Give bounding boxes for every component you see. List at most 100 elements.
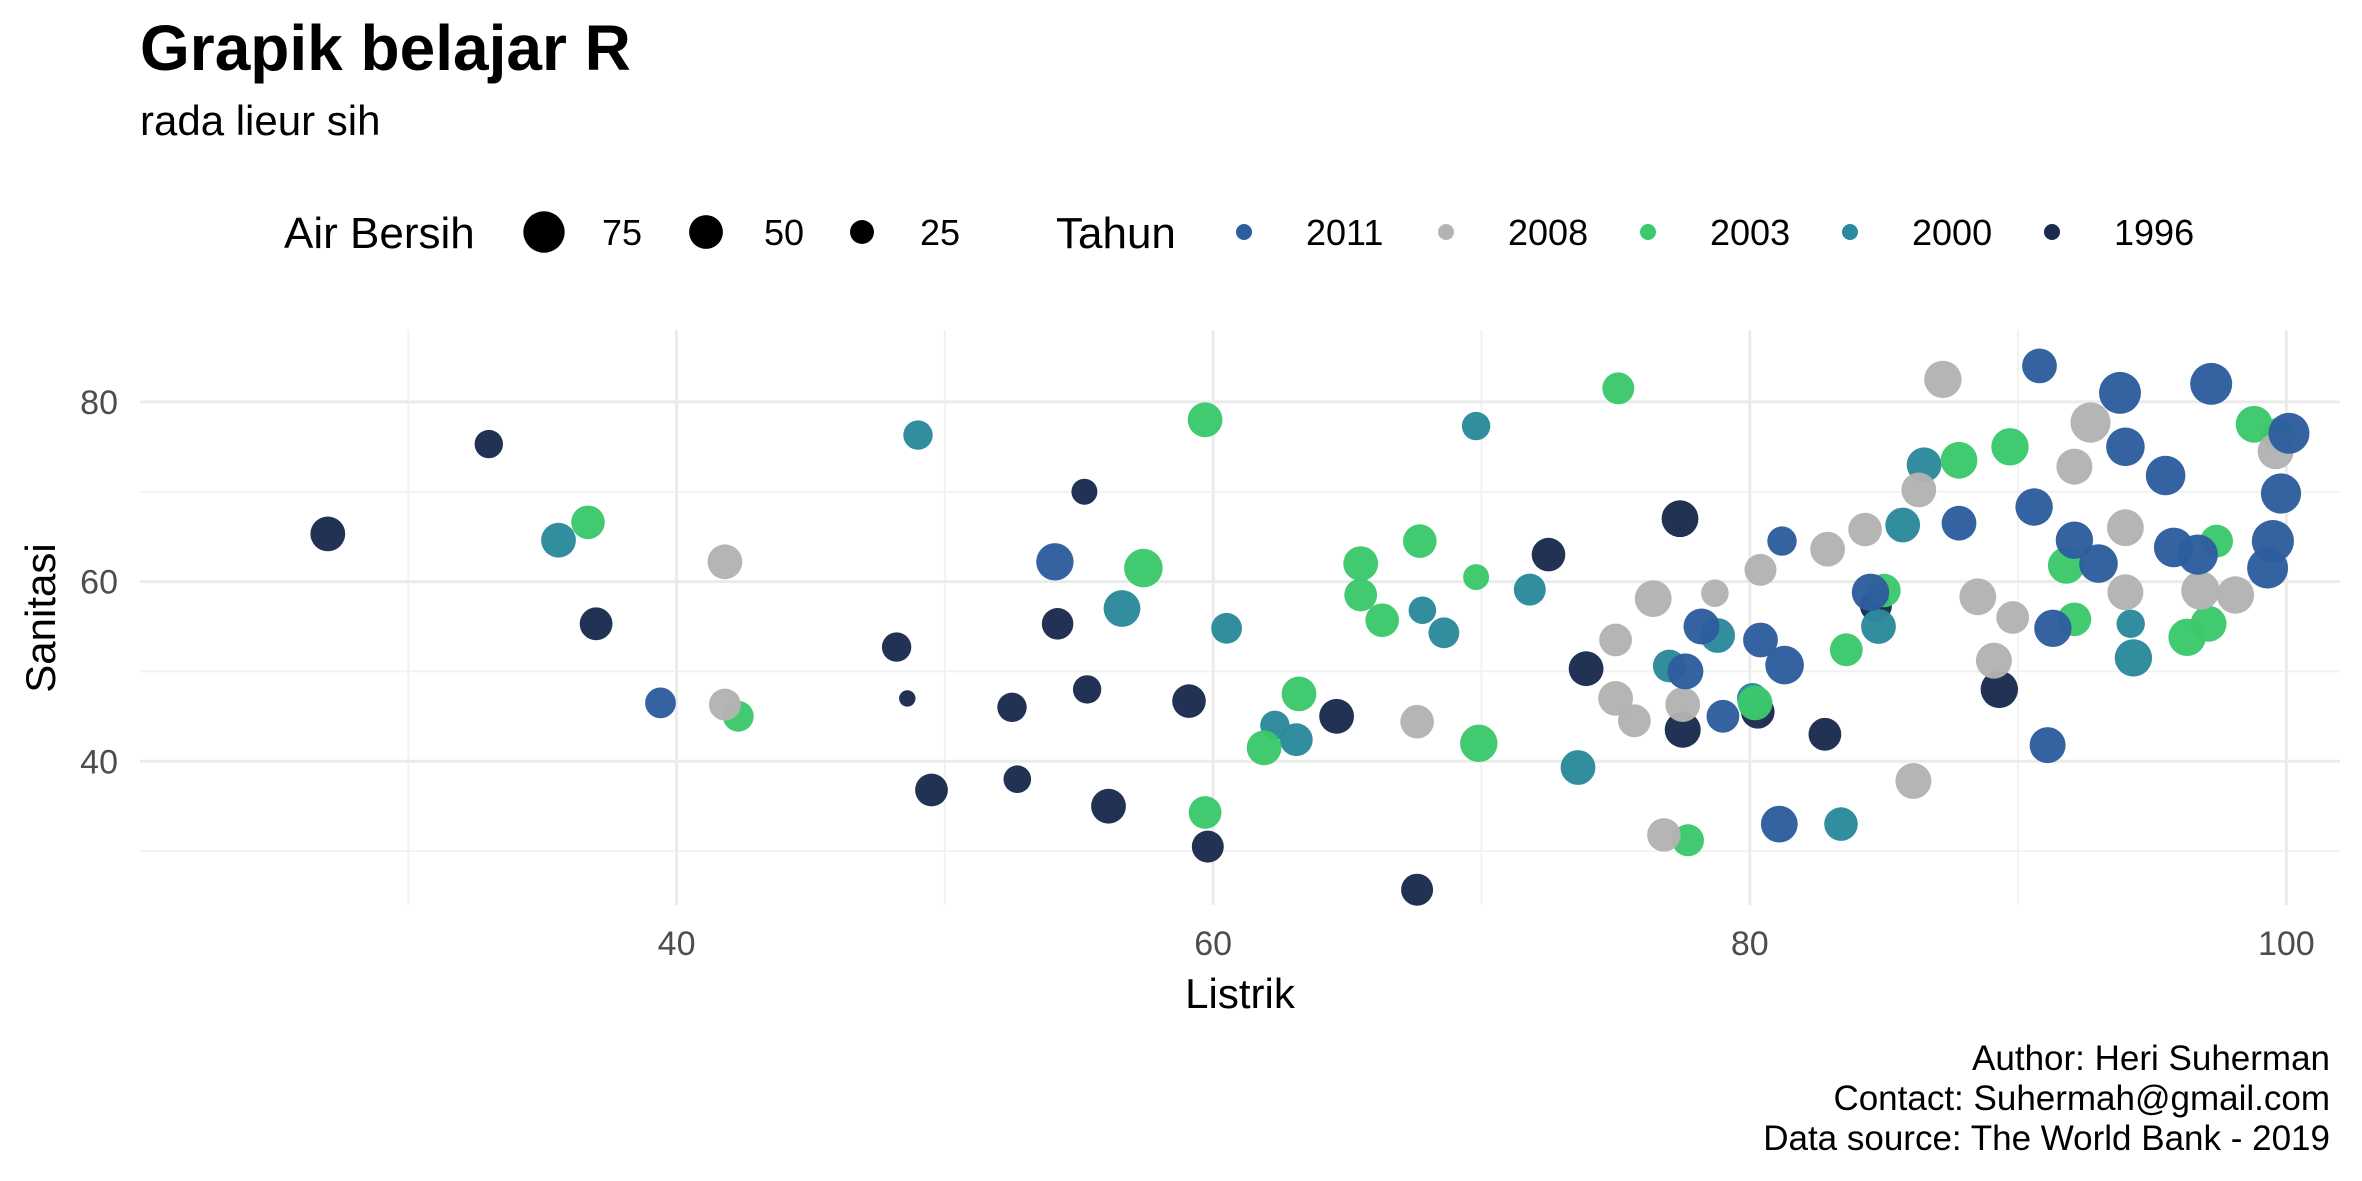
point-2011: [2055, 521, 2094, 559]
point-2011: [2099, 371, 2141, 414]
y-axis-ticks: 40 60 80: [80, 384, 118, 781]
point-1996: [881, 632, 912, 662]
point-1996: [899, 690, 916, 707]
point-2011: [2268, 412, 2310, 454]
point-2003: [1991, 428, 2029, 466]
caption-author: Author: Heri Suherman: [1972, 1039, 2330, 1078]
point-2011: [2015, 488, 2053, 526]
x-tick-label: 80: [1731, 925, 1769, 963]
size-legend-key: [523, 211, 565, 253]
size-legend-keys: 75 50 25: [523, 211, 960, 253]
size-legend-key: [689, 215, 723, 249]
point-2000: [1560, 750, 1596, 785]
y-axis-title: Sanitasi: [17, 543, 64, 692]
point-2011: [2106, 427, 2145, 467]
y-tick-label: 60: [80, 564, 118, 602]
size-legend-key: [850, 220, 874, 244]
point-1996: [915, 773, 948, 807]
color-legend-key: [1842, 224, 1858, 240]
point-2000: [1428, 617, 1460, 649]
point-2008: [1647, 818, 1681, 852]
y-tick-label: 80: [80, 384, 118, 422]
point-2003: [1602, 372, 1635, 405]
point-2011: [2260, 473, 2302, 514]
color-legend-key: [2044, 224, 2060, 240]
point-1996: [579, 607, 613, 641]
x-axis-ticks: 40 60 80 100: [658, 925, 2315, 963]
point-2011: [1765, 645, 1804, 685]
point-1996: [1071, 478, 1098, 505]
point-2011: [2145, 455, 2186, 496]
point-2008: [1975, 642, 2012, 679]
point-2008: [1744, 553, 1777, 586]
point-2008: [2070, 402, 2111, 443]
point-2003: [1365, 603, 1399, 637]
point-2008: [1634, 580, 1672, 617]
point-2011: [2022, 348, 2057, 384]
point-1996: [1980, 670, 2019, 709]
point-1996: [1808, 717, 1842, 751]
point-2008: [1848, 512, 1882, 547]
caption-contact: Contact: Suhermah@gmail.com: [1833, 1079, 2330, 1118]
point-2000: [1885, 507, 1921, 543]
point-1996: [1568, 651, 1604, 687]
point-2000: [1513, 573, 1546, 606]
point-1996: [1191, 830, 1224, 863]
x-tick-label: 40: [658, 925, 696, 963]
size-legend-label: 75: [602, 212, 642, 253]
point-2003: [1124, 548, 1163, 588]
color-legend-key: [1640, 224, 1656, 240]
point-2000: [1461, 411, 1491, 441]
size-legend-title: Air Bersih: [284, 209, 475, 258]
point-2011: [2079, 544, 2118, 583]
point-2008: [1400, 704, 1434, 739]
point-2008: [1665, 687, 1701, 722]
point-2008: [1895, 763, 1932, 799]
color-legend-label: 2003: [1710, 212, 1790, 253]
color-legend-label: 2000: [1912, 212, 1992, 253]
point-2011: [1706, 699, 1740, 733]
point-2011: [2034, 609, 2072, 647]
point-2011: [1851, 573, 1890, 611]
point-2011: [1036, 543, 1074, 581]
point-2000: [1279, 723, 1313, 757]
point-2008: [1959, 578, 1997, 616]
point-2011: [2177, 534, 2218, 575]
point-2003: [571, 505, 605, 540]
point-2008: [1901, 472, 1937, 508]
color-legend-key: [1236, 224, 1252, 240]
color-legend-label: 2011: [1306, 212, 1383, 253]
point-2000: [541, 522, 576, 558]
point-2003: [1187, 402, 1223, 438]
point-2008: [1599, 623, 1632, 657]
data-points: [310, 348, 2310, 906]
chart-title: Grapik belajar R: [140, 12, 631, 84]
point-2000: [903, 420, 933, 450]
point-2008: [1598, 681, 1633, 716]
point-2000: [1824, 807, 1858, 841]
caption-source: Data source: The World Bank - 2019: [1763, 1119, 2330, 1158]
point-2003: [1403, 524, 1437, 558]
point-2008: [2216, 576, 2255, 614]
point-2003: [1344, 578, 1378, 612]
point-2008: [1996, 601, 2030, 634]
point-2000: [1211, 612, 1242, 644]
point-1996: [474, 429, 503, 459]
point-2000: [1408, 596, 1437, 625]
point-2008: [1924, 360, 1962, 399]
point-2011: [1683, 608, 1720, 645]
point-2000: [2116, 609, 2145, 638]
color-legend-key: [1438, 224, 1454, 240]
point-2003: [1188, 796, 1222, 829]
point-1996: [310, 516, 346, 552]
point-2000: [1103, 590, 1141, 627]
point-1996: [1091, 788, 1126, 824]
color-legend-label: 2008: [1508, 212, 1588, 253]
point-1996: [1072, 675, 1102, 704]
point-2008: [1701, 579, 1729, 607]
point-1996: [1401, 873, 1434, 906]
point-2011: [2029, 727, 2066, 764]
point-2011: [1760, 805, 1798, 843]
color-legend-label: 1996: [2114, 212, 2194, 253]
